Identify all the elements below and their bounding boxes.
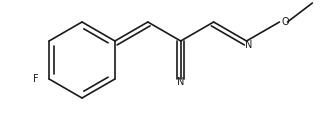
Text: N: N: [177, 77, 184, 87]
Text: F: F: [34, 74, 39, 84]
Text: N: N: [245, 40, 252, 50]
Text: O: O: [281, 17, 289, 27]
